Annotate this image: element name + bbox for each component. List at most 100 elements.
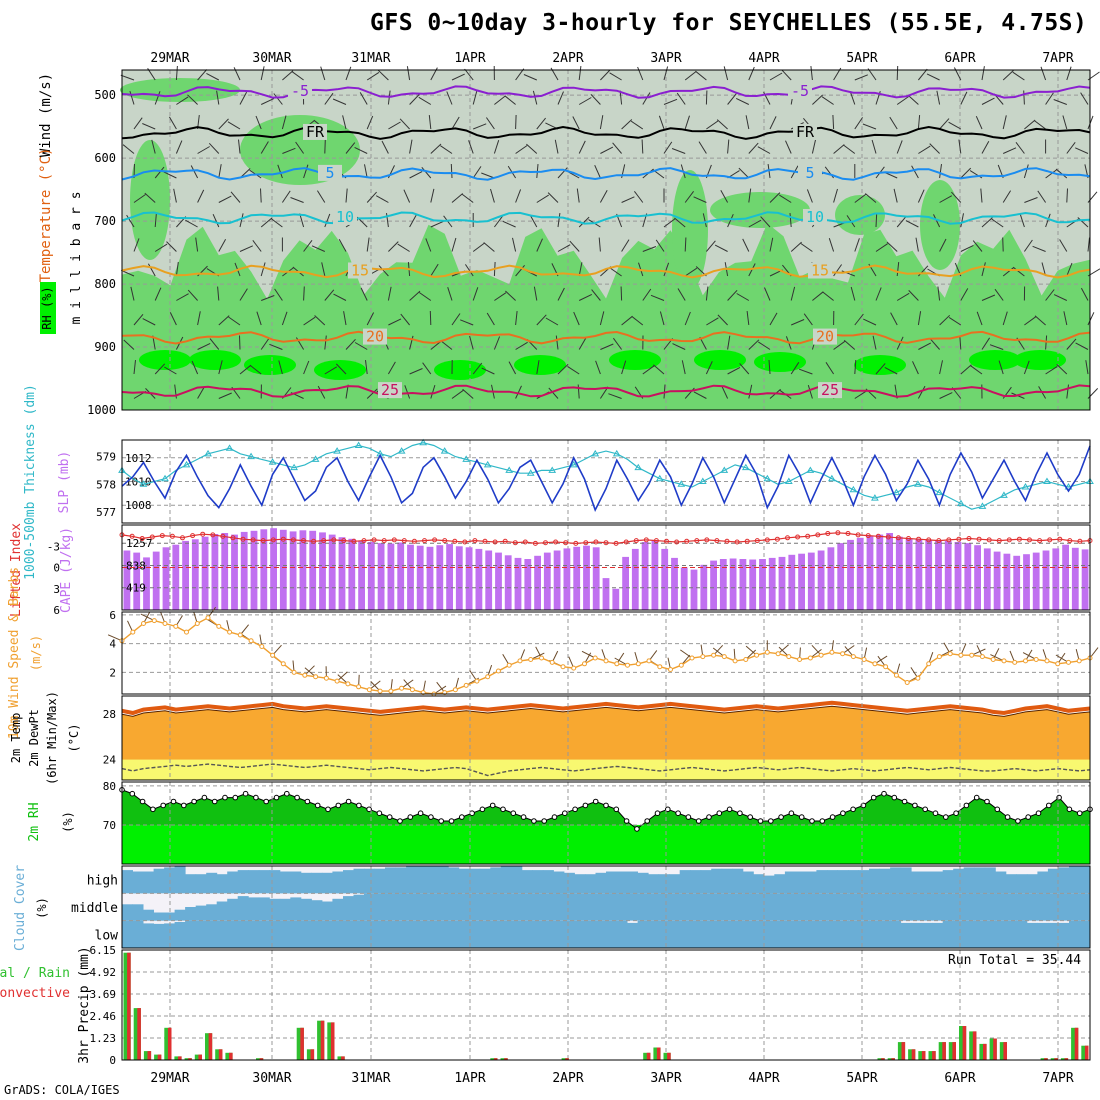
- lifted-index-marker: [653, 538, 659, 544]
- rh2m-marker: [191, 798, 197, 805]
- cloud-bar-high: [774, 874, 786, 894]
- thickness-marker: [462, 455, 471, 462]
- cloud-bar-low: [974, 920, 986, 948]
- wind-barb: [122, 144, 135, 154]
- wind-barb: [917, 115, 921, 130]
- wind-barb: [1002, 237, 1004, 252]
- cloud-bar-high: [942, 870, 954, 894]
- thickness-marker: [526, 469, 535, 476]
- lifted-index-marker: [1027, 537, 1032, 543]
- cloud-bar-high: [648, 874, 660, 894]
- cape-bar: [543, 552, 551, 610]
- cloud-bar-high: [911, 871, 923, 894]
- wind-barb: [366, 71, 380, 81]
- wind-barb: [123, 339, 135, 350]
- cape-bar: [710, 560, 717, 610]
- wind-barb: [166, 241, 177, 252]
- pressure-tick: 1000: [87, 403, 116, 417]
- cloud-bar-high: [395, 867, 407, 894]
- cloud-bar-low: [1079, 920, 1091, 948]
- cape-bar: [133, 552, 141, 610]
- isotherm-label: 5: [805, 164, 814, 182]
- wind-barb: [1085, 360, 1089, 375]
- wind-barb: [440, 145, 453, 154]
- wind-barb: [388, 241, 399, 252]
- wind10-marker: [313, 674, 319, 680]
- lifted-index-marker: [341, 538, 347, 544]
- cloud-bar-middle: [1058, 893, 1070, 921]
- cloud-bar-middle: [395, 893, 407, 921]
- wind-barb: [684, 311, 691, 326]
- wind-barb: [811, 139, 816, 154]
- lifted-index-marker: [815, 532, 821, 538]
- lifted-index-marker: [411, 538, 417, 544]
- rh2m-marker: [479, 806, 486, 813]
- wind-barb: [621, 360, 627, 375]
- cloud-bar-high: [1016, 874, 1028, 894]
- cape-panel: [121, 524, 1091, 611]
- rh2m-marker: [1035, 810, 1042, 817]
- thickness-marker: [311, 455, 320, 462]
- cloud-bar-middle: [195, 905, 207, 921]
- precip-bar-convective: [127, 952, 131, 1060]
- wind-barb: [594, 164, 601, 179]
- cloud-bar-middle: [1037, 893, 1049, 921]
- wind10-unit: (m/s): [29, 635, 43, 671]
- date-label-bottom: 3APR: [650, 1071, 681, 1086]
- lifted-index-marker: [472, 538, 478, 544]
- cape-bar: [123, 550, 131, 610]
- lifted-index-marker: [482, 538, 488, 544]
- rh2m-marker: [1015, 818, 1021, 824]
- wind-barb: [828, 238, 835, 252]
- wind10-marker: [754, 652, 760, 658]
- wind-barb: [757, 146, 771, 154]
- thickness-marker: [849, 485, 858, 493]
- wind10-marker: [259, 644, 265, 649]
- cape-bar: [504, 555, 512, 610]
- cloud-bar-high: [343, 870, 354, 894]
- precip-bar-convective: [983, 1043, 987, 1060]
- wind10-marker: [861, 657, 867, 662]
- wind-barb: [599, 115, 604, 130]
- rh2m-tick: 80: [103, 780, 116, 793]
- isotherm-line: [121, 211, 1091, 225]
- precip-bar-total: [1050, 1058, 1058, 1060]
- cloud-bar-high: [300, 872, 312, 894]
- isotherm-label-bg: [348, 262, 372, 279]
- isotherm-label: -5: [291, 82, 309, 100]
- thickness-marker: [1043, 477, 1051, 484]
- cloud-bar-high: [795, 871, 807, 894]
- cape-bar: [935, 540, 942, 610]
- wind-barb: [430, 188, 435, 203]
- wind-barb: [260, 217, 273, 228]
- cloud-bar-high: [1047, 868, 1059, 894]
- wind-barb: [468, 140, 474, 154]
- rh2m-marker: [417, 810, 424, 817]
- wind-barb: [164, 366, 177, 375]
- cloud-bar-middle: [585, 893, 596, 921]
- cloud-bar-high: [732, 868, 744, 894]
- wind-barb: [948, 121, 962, 130]
- precip-bar-convective: [178, 1056, 182, 1060]
- cloud-bar-low: [353, 920, 365, 948]
- rh2m-marker: [304, 798, 311, 805]
- cloud-bar-low: [900, 922, 912, 948]
- precip-bar-convective: [330, 1022, 335, 1060]
- precip-bar-convective: [881, 1058, 885, 1060]
- wind10-tick: 6: [109, 609, 116, 622]
- cape-bar: [631, 548, 639, 610]
- thickness-marker: [784, 477, 793, 484]
- cloud-bar-high: [711, 868, 723, 894]
- temp-unit: (°C): [67, 724, 81, 753]
- date-label-top: 29MAR: [150, 51, 189, 66]
- date-label-top: 3APR: [650, 51, 681, 66]
- cloud-bar-high: [858, 870, 870, 894]
- wind-barb: [133, 117, 143, 130]
- wind-barb: [936, 90, 941, 105]
- wind10-marker: [130, 629, 136, 635]
- thickness-marker: [914, 480, 922, 487]
- pressure-tick: 800: [94, 277, 116, 291]
- thickness-marker: [720, 466, 729, 473]
- wind-barb: [473, 123, 487, 130]
- wind10-marker: [399, 685, 405, 691]
